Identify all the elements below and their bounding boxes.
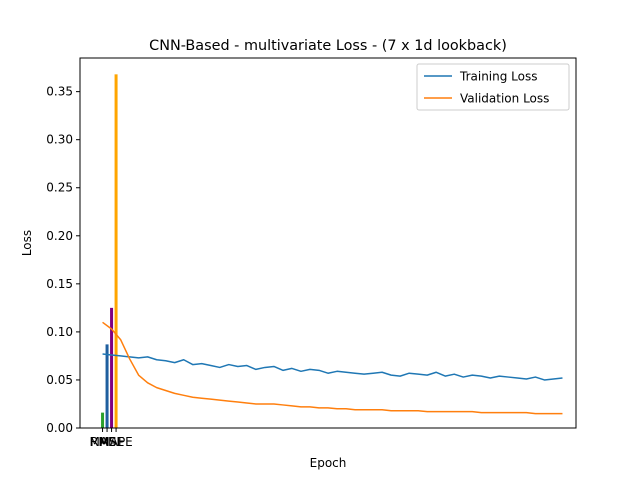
bar-mape bbox=[114, 74, 118, 429]
x-tick-label: RMSE bbox=[90, 435, 124, 449]
y-tick-label: 0.05 bbox=[46, 373, 73, 387]
series-line-training-loss bbox=[102, 353, 563, 381]
bar-mae bbox=[101, 412, 105, 428]
y-tick-label: 0.15 bbox=[46, 277, 73, 291]
legend: Training Loss Validation Loss bbox=[416, 63, 570, 111]
y-tick-label: 0.20 bbox=[46, 229, 73, 243]
y-tick-label: 0.30 bbox=[46, 133, 73, 147]
plot-frame bbox=[79, 57, 577, 429]
y-tick-label: 0.10 bbox=[46, 325, 73, 339]
legend-box bbox=[416, 63, 570, 111]
bar-mse bbox=[110, 307, 114, 428]
plot-area bbox=[101, 74, 563, 429]
y-axis: 0.00 0.05 0.10 0.15 0.20 0.25 0.30 0.35 bbox=[46, 85, 80, 435]
legend-label-training-loss: Training Loss bbox=[459, 70, 537, 84]
series-line-validation-loss bbox=[102, 321, 563, 415]
y-axis-label: Loss bbox=[20, 230, 34, 256]
y-tick-label: 0.00 bbox=[46, 421, 73, 435]
bar-rmse bbox=[105, 344, 109, 428]
chart-title: CNN-Based - multivariate Loss - (7 x 1d … bbox=[149, 38, 507, 54]
y-tick-label: 0.25 bbox=[46, 181, 73, 195]
x-axis-label: Epoch bbox=[310, 456, 347, 470]
y-tick-label: 0.35 bbox=[46, 85, 73, 99]
x-tick-label: MSE bbox=[99, 435, 125, 449]
x-tick-label: MAPE bbox=[99, 435, 132, 449]
x-tick-label: MAE bbox=[89, 435, 115, 449]
legend-label-validation-loss: Validation Loss bbox=[460, 92, 549, 106]
